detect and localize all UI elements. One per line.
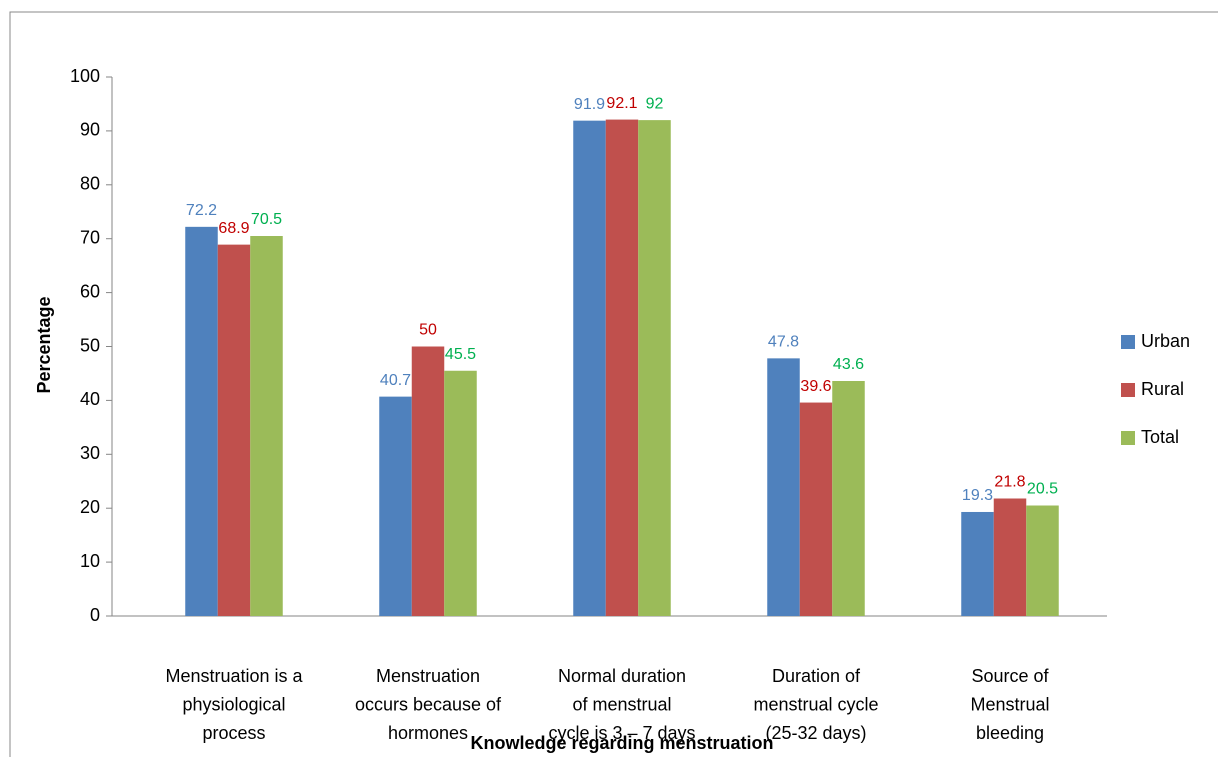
bar — [767, 358, 800, 616]
y-tick-label: 90 — [80, 120, 100, 140]
legend-label: Rural — [1141, 379, 1184, 399]
value-label: 47.8 — [768, 334, 799, 351]
x-tick-label: Duration of menstrual cycle (25-32 days) — [753, 666, 878, 743]
legend-label: Total — [1141, 427, 1179, 447]
y-tick-label: 40 — [80, 389, 100, 409]
y-axis-label: Percentage — [34, 296, 54, 393]
bar — [379, 396, 412, 616]
bar — [799, 402, 833, 616]
y-tick-label: 20 — [80, 497, 100, 517]
value-label: 39.6 — [800, 378, 831, 395]
x-tick-label: Normal duration of menstrual cycle is 3 – … — [548, 666, 695, 743]
value-label: 70.5 — [251, 211, 282, 228]
value-label: 72.2 — [186, 202, 217, 219]
value-label: 92 — [646, 95, 664, 112]
value-label: 43.6 — [833, 356, 864, 373]
value-label: 50 — [419, 322, 437, 339]
value-label: 92.1 — [606, 95, 637, 112]
value-label: 20.5 — [1027, 481, 1058, 498]
value-label: 68.9 — [218, 220, 249, 237]
value-label: 40.7 — [380, 372, 411, 389]
bar — [832, 380, 865, 616]
y-tick-label: 30 — [80, 443, 100, 463]
x-tick-label: Menstruation is a physiological process — [165, 666, 303, 743]
x-tick-label: Menstruation occurs because of hormones — [355, 666, 502, 743]
legend-label: Urban — [1141, 331, 1190, 351]
bar — [993, 498, 1027, 616]
y-tick-label: 0 — [90, 605, 100, 625]
y-tick-label: 100 — [70, 66, 100, 86]
x-tick-label: Source of Menstrual bleeding — [970, 666, 1049, 743]
bar — [638, 120, 671, 617]
y-tick-label: 10 — [80, 551, 100, 571]
bar — [573, 120, 606, 616]
bar — [961, 511, 994, 616]
value-label: 45.5 — [445, 346, 476, 363]
bar — [411, 346, 445, 616]
chart-frame — [9, 11, 1218, 757]
value-label: 21.8 — [994, 474, 1025, 491]
bar — [1026, 505, 1059, 616]
y-tick-label: 80 — [80, 174, 100, 194]
bar — [605, 119, 639, 617]
bar — [444, 370, 477, 616]
y-tick-label: 60 — [80, 281, 100, 301]
bar — [250, 236, 283, 616]
value-label: 91.9 — [574, 96, 605, 113]
x-axis-label: Knowledge regarding menstruation — [470, 733, 773, 753]
y-tick-label: 50 — [80, 335, 100, 355]
bar — [217, 244, 251, 616]
bar — [185, 226, 218, 617]
value-label: 19.3 — [962, 487, 993, 504]
y-tick-label: 70 — [80, 227, 100, 247]
legend-swatch — [1121, 431, 1135, 445]
legend-swatch — [1121, 335, 1135, 349]
legend-swatch — [1121, 383, 1135, 397]
